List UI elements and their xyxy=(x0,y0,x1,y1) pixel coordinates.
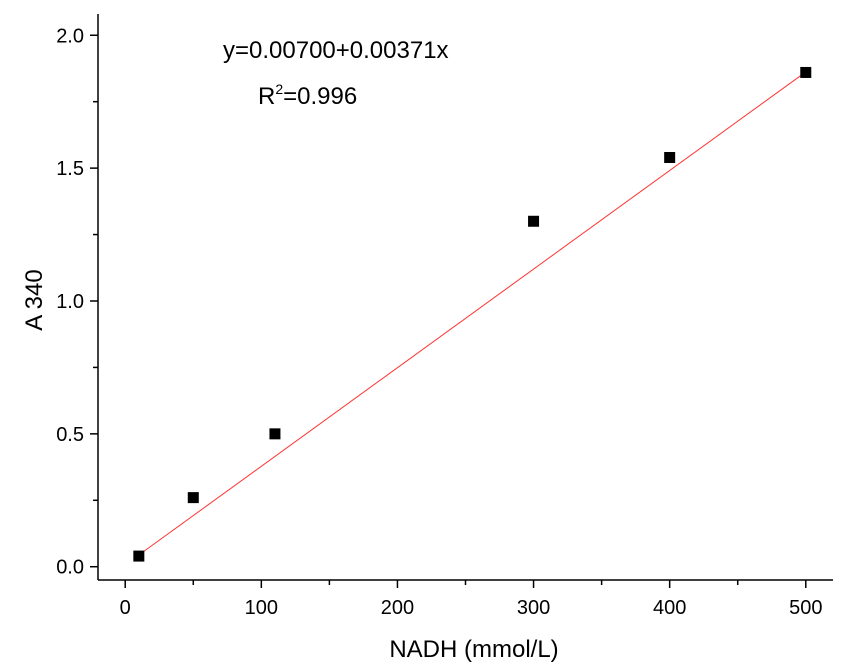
r-squared: R2=0.996 xyxy=(258,81,357,110)
x-tick-label: 100 xyxy=(245,597,278,619)
data-point xyxy=(133,550,145,562)
y-tick-label: 2.0 xyxy=(56,25,84,47)
x-tick-label: 400 xyxy=(653,597,686,619)
axes xyxy=(90,14,833,588)
y-tick-label: 0.0 xyxy=(56,557,84,579)
y-tick-label: 1.0 xyxy=(56,291,84,313)
data-point xyxy=(664,151,676,163)
fit-line-layer xyxy=(138,71,807,556)
x-tick-label: 0 xyxy=(120,597,131,619)
data-point xyxy=(187,492,199,504)
y-tick-label: 1.5 xyxy=(56,158,84,180)
data-point xyxy=(800,66,812,78)
x-axis-title: NADH (mmol/L) xyxy=(389,636,558,663)
fit-equation: y=0.00700+0.00371x xyxy=(223,37,449,64)
tick-labels: 0 100 200 300 400 500 0.0 0.5 1.0 1.5 2.0 xyxy=(56,25,822,619)
x-tick-label: 300 xyxy=(517,597,550,619)
y-axis-title: A 340 xyxy=(21,269,48,330)
y-tick-label: 0.5 xyxy=(56,424,84,446)
data-point xyxy=(528,215,540,227)
x-tick-label: 200 xyxy=(381,597,414,619)
x-tick-label: 500 xyxy=(789,597,822,619)
data-point xyxy=(269,428,281,440)
fit-line xyxy=(138,71,807,556)
data-points xyxy=(133,66,812,562)
